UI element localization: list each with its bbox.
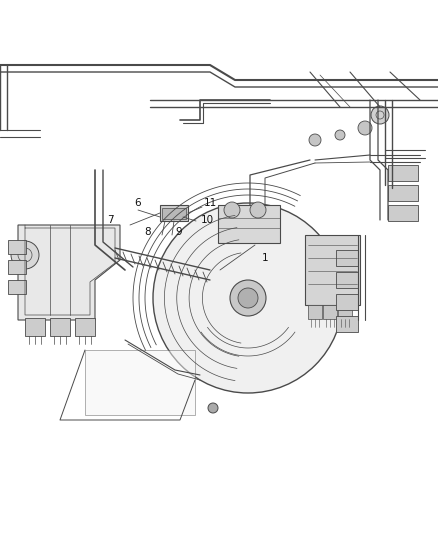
Polygon shape — [162, 208, 186, 219]
Polygon shape — [18, 225, 120, 320]
Bar — [218, 205, 280, 243]
Bar — [305, 235, 360, 305]
Circle shape — [230, 280, 266, 316]
Text: 6: 6 — [135, 198, 141, 208]
Circle shape — [224, 202, 240, 218]
Circle shape — [358, 121, 372, 135]
Text: 9: 9 — [176, 227, 182, 237]
Circle shape — [208, 403, 218, 413]
Bar — [388, 185, 418, 201]
Bar — [388, 165, 418, 181]
Circle shape — [309, 134, 321, 146]
Bar — [336, 250, 358, 266]
Circle shape — [153, 203, 343, 393]
Circle shape — [238, 288, 258, 308]
Bar — [25, 318, 45, 336]
Bar — [338, 305, 352, 319]
Polygon shape — [85, 350, 195, 415]
Text: 11: 11 — [203, 198, 217, 208]
Circle shape — [250, 202, 266, 218]
Bar — [75, 318, 95, 336]
Text: 8: 8 — [145, 227, 151, 237]
Bar — [336, 272, 358, 288]
Text: 1: 1 — [261, 253, 268, 263]
Circle shape — [371, 106, 389, 124]
Bar — [336, 294, 358, 310]
Bar — [336, 316, 358, 332]
Bar — [8, 280, 26, 294]
Bar — [8, 240, 26, 254]
Text: 7: 7 — [107, 215, 113, 225]
Circle shape — [335, 130, 345, 140]
Polygon shape — [160, 205, 188, 221]
Bar — [323, 305, 337, 319]
Text: 10: 10 — [201, 215, 214, 225]
Circle shape — [11, 241, 39, 269]
Bar — [8, 260, 26, 274]
Bar — [388, 205, 418, 221]
Bar — [308, 305, 322, 319]
Bar — [50, 318, 70, 336]
